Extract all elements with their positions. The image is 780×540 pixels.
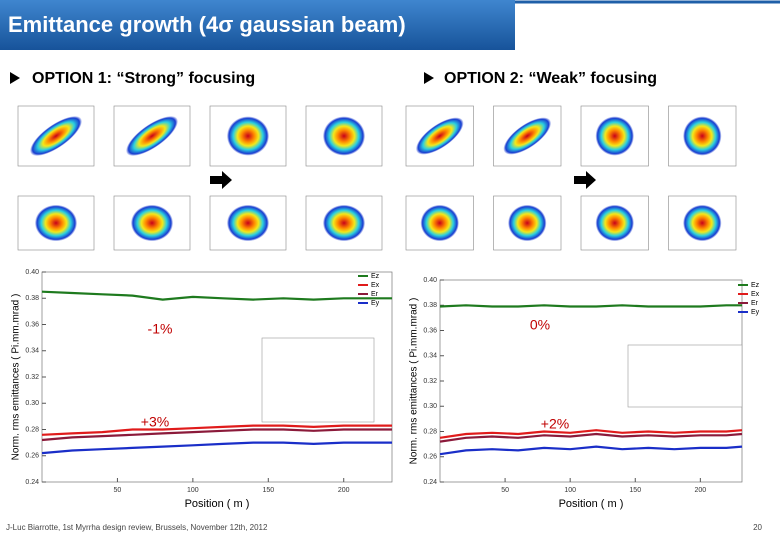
thumb-blob <box>322 204 366 242</box>
series-line <box>439 429 743 439</box>
y-tick-label: 0.24 <box>423 479 437 486</box>
y-tick-label: 0.36 <box>423 327 437 334</box>
thumb-blob <box>226 116 270 156</box>
series-line <box>439 445 743 456</box>
thumb-blob <box>420 204 459 242</box>
thumb-blob <box>130 204 174 242</box>
thumb-blob <box>683 116 722 156</box>
y-tick-label: 0.40 <box>423 277 437 284</box>
x-axis-label: Position ( m ) <box>185 498 250 510</box>
inset-plot <box>261 337 375 423</box>
y-tick-label: 0.26 <box>25 453 39 460</box>
legend-label: Ey <box>371 300 380 307</box>
y-tick-label: 0.34 <box>423 353 437 360</box>
x-tick-label: 50 <box>501 487 509 494</box>
thumb-blob <box>29 116 83 156</box>
series-line <box>41 290 392 301</box>
x-tick-label: 200 <box>338 487 350 494</box>
option-label: OPTION 1: “Strong” focusing <box>32 70 255 87</box>
series-line <box>41 441 392 455</box>
legend-label: Er <box>371 291 379 298</box>
title-bar <box>0 0 515 50</box>
annotation: +2% <box>541 416 569 432</box>
thumb-blob <box>595 116 634 156</box>
annotation: 0% <box>530 317 550 333</box>
y-axis-label: Norm. rms emittances ( Pi.mm.mrad ) <box>409 298 420 465</box>
x-tick-label: 50 <box>114 487 122 494</box>
bullet <box>10 72 20 84</box>
arrow <box>574 171 596 189</box>
y-tick-label: 0.32 <box>25 374 39 381</box>
x-tick-label: 150 <box>262 487 274 494</box>
series-line <box>439 432 743 443</box>
thumb-blob <box>125 116 179 156</box>
slide-title: Emittance growth (4σ gaussian beam) <box>8 12 406 37</box>
legend-label: Er <box>751 300 759 307</box>
annotation: +3% <box>141 414 169 430</box>
y-tick-label: 0.28 <box>423 428 437 435</box>
arrow <box>210 171 232 189</box>
legend-label: Ez <box>371 273 380 280</box>
y-tick-label: 0.30 <box>25 400 39 407</box>
y-tick-label: 0.34 <box>25 348 39 355</box>
y-tick-label: 0.32 <box>423 378 437 385</box>
annotation: -1% <box>148 321 173 337</box>
series-line <box>41 424 392 436</box>
charts: 0.24 0.26 0.28 0.30 0.32 0.34 0.36 0.38 0.40 50 10… <box>11 269 760 510</box>
option-label: OPTION 2: “Weak” focusing <box>444 70 657 87</box>
thumb-blob <box>322 116 366 156</box>
x-tick-label: 150 <box>629 487 641 494</box>
thumb-blob <box>683 204 722 242</box>
series-line <box>41 428 392 442</box>
thumb-blob <box>595 204 634 242</box>
y-axis-label: Norm. rms emittances ( Pi.mm.mrad ) <box>11 294 22 461</box>
y-tick-label: 0.40 <box>25 269 39 276</box>
y-tick-label: 0.30 <box>423 403 437 410</box>
y-tick-label: 0.38 <box>25 295 39 302</box>
legend-label: Ex <box>751 291 760 298</box>
bullet <box>424 72 434 84</box>
x-tick-label: 100 <box>187 487 199 494</box>
phase-space-plots <box>17 105 737 251</box>
legend-label: Ez <box>751 282 760 289</box>
thumb-blob <box>503 117 552 155</box>
thumb-blob <box>508 204 547 242</box>
legend-label: Ey <box>751 309 760 316</box>
y-tick-label: 0.24 <box>25 479 39 486</box>
thumb-blob <box>415 117 464 155</box>
thumb-blob <box>226 204 270 242</box>
inset-plot <box>627 344 743 408</box>
y-tick-label: 0.36 <box>25 321 39 328</box>
y-tick-label: 0.38 <box>423 302 437 309</box>
x-tick-label: 100 <box>564 487 576 494</box>
legend-label: Ex <box>371 282 380 289</box>
footer-credit: J-Luc Biarrotte, 1st Myrrha design revie… <box>6 523 268 532</box>
thumb-blob <box>34 204 78 242</box>
x-tick-label: 200 <box>695 487 707 494</box>
page-number: 20 <box>753 523 762 532</box>
y-tick-label: 0.28 <box>25 426 39 433</box>
x-axis-label: Position ( m ) <box>559 498 624 510</box>
y-tick-label: 0.26 <box>423 454 437 461</box>
series-line <box>439 304 742 308</box>
